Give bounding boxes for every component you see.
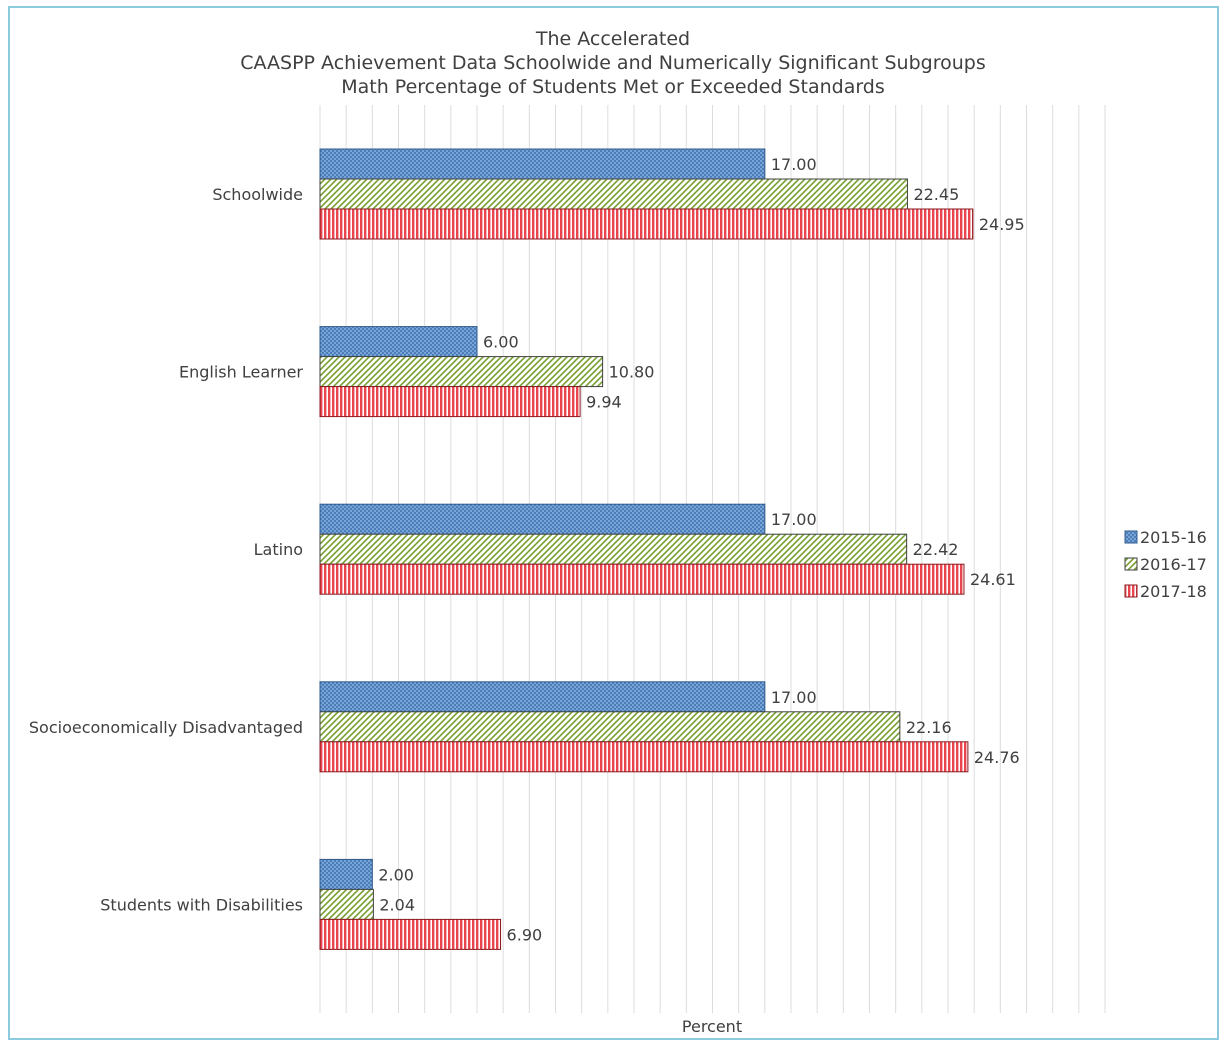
bar-series bbox=[319, 148, 974, 950]
chart-title-line: Math Percentage of Students Met or Excee… bbox=[341, 76, 885, 98]
legend-label: 2015-16 bbox=[1140, 528, 1207, 547]
data-label: 22.42 bbox=[913, 540, 959, 559]
data-label: 24.95 bbox=[979, 215, 1025, 234]
chart-title-line: The Accelerated bbox=[535, 28, 690, 50]
data-label: 17.00 bbox=[771, 155, 817, 174]
data-label: 6.90 bbox=[507, 925, 543, 944]
category-label: Students with Disabilities bbox=[100, 895, 303, 914]
legend-label: 2016-17 bbox=[1140, 555, 1207, 574]
legend-swatch-2016-17 bbox=[1124, 557, 1138, 571]
bar-2015-16 bbox=[319, 503, 766, 535]
chart-title-line: CAASPP Achievement Data Schoolwide and N… bbox=[240, 52, 986, 74]
category-labels: Schoolwide English Learner Latino Socioecon… bbox=[29, 185, 304, 914]
data-label: 22.16 bbox=[906, 718, 952, 737]
category-label: Latino bbox=[254, 540, 303, 559]
category-label: English Learner bbox=[179, 363, 303, 382]
bar-2016-17 bbox=[319, 356, 604, 388]
bar-2015-16 bbox=[319, 858, 373, 890]
data-label: 24.76 bbox=[974, 748, 1020, 767]
bar-2017-18 bbox=[319, 208, 974, 240]
bar-2015-16 bbox=[319, 148, 766, 180]
data-label: 2.04 bbox=[379, 895, 415, 914]
data-label: 2.00 bbox=[378, 865, 414, 884]
category-label: Socioeconomically Disadvantaged bbox=[29, 718, 303, 737]
category-label: Schoolwide bbox=[212, 185, 303, 204]
bar-2017-18 bbox=[319, 918, 502, 950]
bar-2017-18 bbox=[319, 386, 581, 418]
legend: 2015-16 2016-17 2017-18 bbox=[1124, 528, 1207, 601]
data-label: 6.00 bbox=[483, 333, 519, 352]
data-labels: 17.00 22.45 24.95 6.00 10.80 9.94 17.00 22.42 24… bbox=[378, 155, 1024, 944]
legend-label: 2017-18 bbox=[1140, 582, 1207, 601]
legend-swatch-2017-18 bbox=[1124, 584, 1138, 598]
bar-2016-17 bbox=[319, 711, 901, 743]
bar-2016-17 bbox=[319, 888, 374, 920]
bar-2017-18 bbox=[319, 563, 965, 595]
bar-2016-17 bbox=[319, 533, 908, 565]
data-label: 9.94 bbox=[586, 393, 622, 412]
bar-2015-16 bbox=[319, 681, 766, 713]
chart-title: The Accelerated CAASPP Achievement Data … bbox=[240, 28, 986, 98]
data-label: 10.80 bbox=[609, 363, 655, 382]
x-axis-label: Percent bbox=[682, 1017, 742, 1036]
data-label: 17.00 bbox=[771, 688, 817, 707]
bar-2017-18 bbox=[319, 741, 969, 773]
data-label: 17.00 bbox=[771, 510, 817, 529]
legend-swatch-2015-16 bbox=[1124, 530, 1138, 544]
data-label: 22.45 bbox=[913, 185, 959, 204]
bar-2016-17 bbox=[319, 178, 908, 210]
data-label: 24.61 bbox=[970, 570, 1016, 589]
bar-2015-16 bbox=[319, 326, 478, 358]
